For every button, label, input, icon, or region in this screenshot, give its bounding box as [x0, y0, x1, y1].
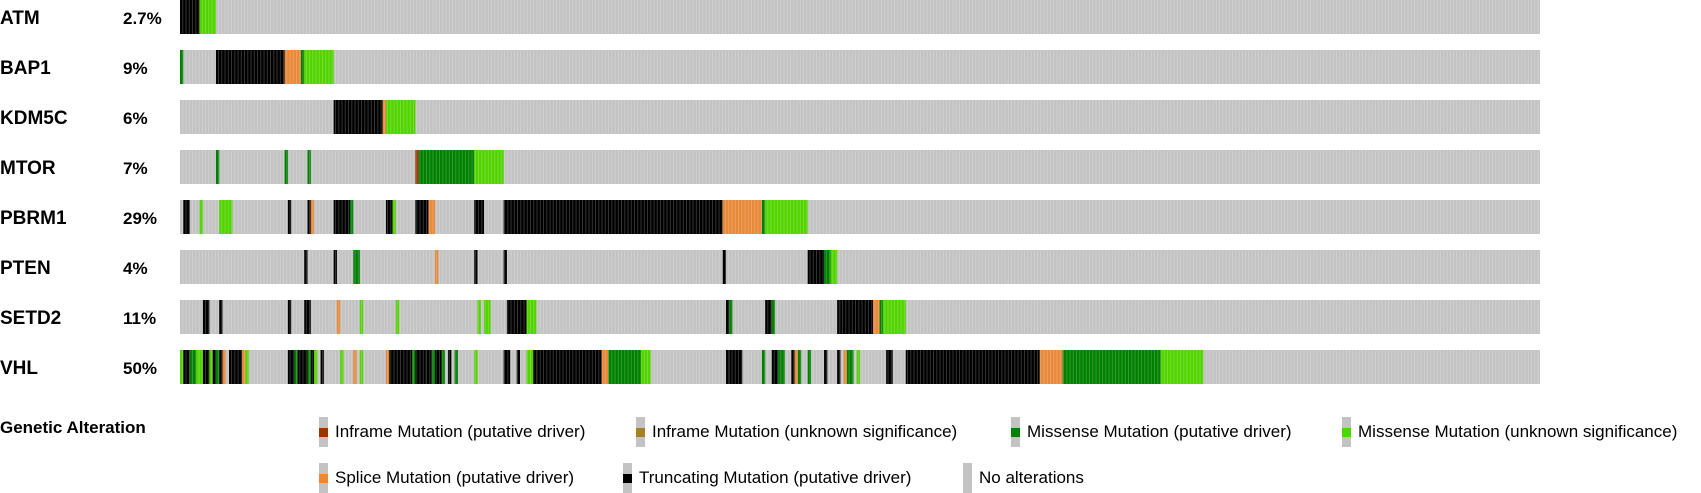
gene-label-mtor: MTOR [0, 158, 56, 179]
gene-percent-mtor: 7% [123, 159, 148, 178]
legend-swatch-missense-vus [1342, 417, 1351, 447]
gene-percent-bap1: 9% [123, 59, 148, 78]
legend-item-splice-driver: Splice Mutation (putative driver) [319, 463, 575, 493]
legend-item-truncating-driver: Truncating Mutation (putative driver) [623, 463, 912, 493]
track-columns-pbrm1 [180, 200, 1540, 234]
legend-swatch-no-alterations [963, 463, 972, 493]
legend-label-splice-driver: Splice Mutation (putative driver) [335, 468, 575, 487]
gene-percent-pbrm1: 29% [123, 209, 157, 228]
gene-percent-kdm5c: 6% [123, 109, 148, 128]
legend-item-inframe-driver: Inframe Mutation (putative driver) [319, 417, 586, 447]
gene-percent-vhl: 50% [123, 359, 157, 378]
gene-percent-setd2: 11% [123, 309, 156, 328]
gene-label-bap1: BAP1 [0, 58, 51, 79]
legend-label-missense-driver: Missense Mutation (putative driver) [1027, 422, 1292, 441]
gene-label-atm: ATM [0, 8, 40, 29]
legend-title: Genetic Alteration [0, 418, 146, 437]
track-columns-bap1 [180, 50, 1540, 84]
legend-swatch-splice-driver [319, 463, 328, 493]
legend-item-no-alterations: No alterations [963, 463, 1084, 493]
track-columns-kdm5c [180, 100, 1540, 134]
gene-label-vhl: VHL [0, 358, 38, 379]
legend-swatch-inframe-driver [319, 417, 328, 447]
track-columns-vhl [180, 350, 1540, 384]
track-columns-mtor [180, 150, 1540, 184]
gene-label-kdm5c: KDM5C [0, 108, 68, 129]
legend-label-missense-vus: Missense Mutation (unknown significance) [1358, 422, 1678, 441]
legend-label-truncating-driver: Truncating Mutation (putative driver) [639, 468, 912, 487]
gene-rows: ATM 2.7% BAP1 9% KDM5C 6% MTOR 7% PBRM1 29% PTEN 4%… [0, 0, 1540, 384]
legend-item-missense-driver: Missense Mutation (putative driver) [1011, 417, 1292, 447]
gene-percent-atm: 2.7% [123, 9, 162, 28]
gene-label-pbrm1: PBRM1 [0, 208, 67, 229]
track-columns-setd2 [180, 300, 1540, 334]
legend-item-missense-vus: Missense Mutation (unknown significance) [1342, 417, 1678, 447]
gene-label-pten: PTEN [0, 258, 51, 279]
gene-percent-pten: 4% [123, 259, 148, 278]
legend-label-inframe-driver: Inframe Mutation (putative driver) [335, 422, 586, 441]
legend-label-no-alterations: No alterations [979, 468, 1084, 487]
legend-swatch-missense-driver [1011, 417, 1020, 447]
legend-swatch-truncating-driver [623, 463, 632, 493]
gene-label-setd2: SETD2 [0, 308, 61, 329]
track-columns-pten [180, 250, 1540, 284]
legend-label-inframe-vus: Inframe Mutation (unknown significance) [652, 422, 958, 441]
track-columns-atm [180, 0, 1540, 34]
legend-swatch-inframe-vus [636, 417, 645, 447]
legend-item-inframe-vus: Inframe Mutation (unknown significance) [636, 417, 958, 447]
